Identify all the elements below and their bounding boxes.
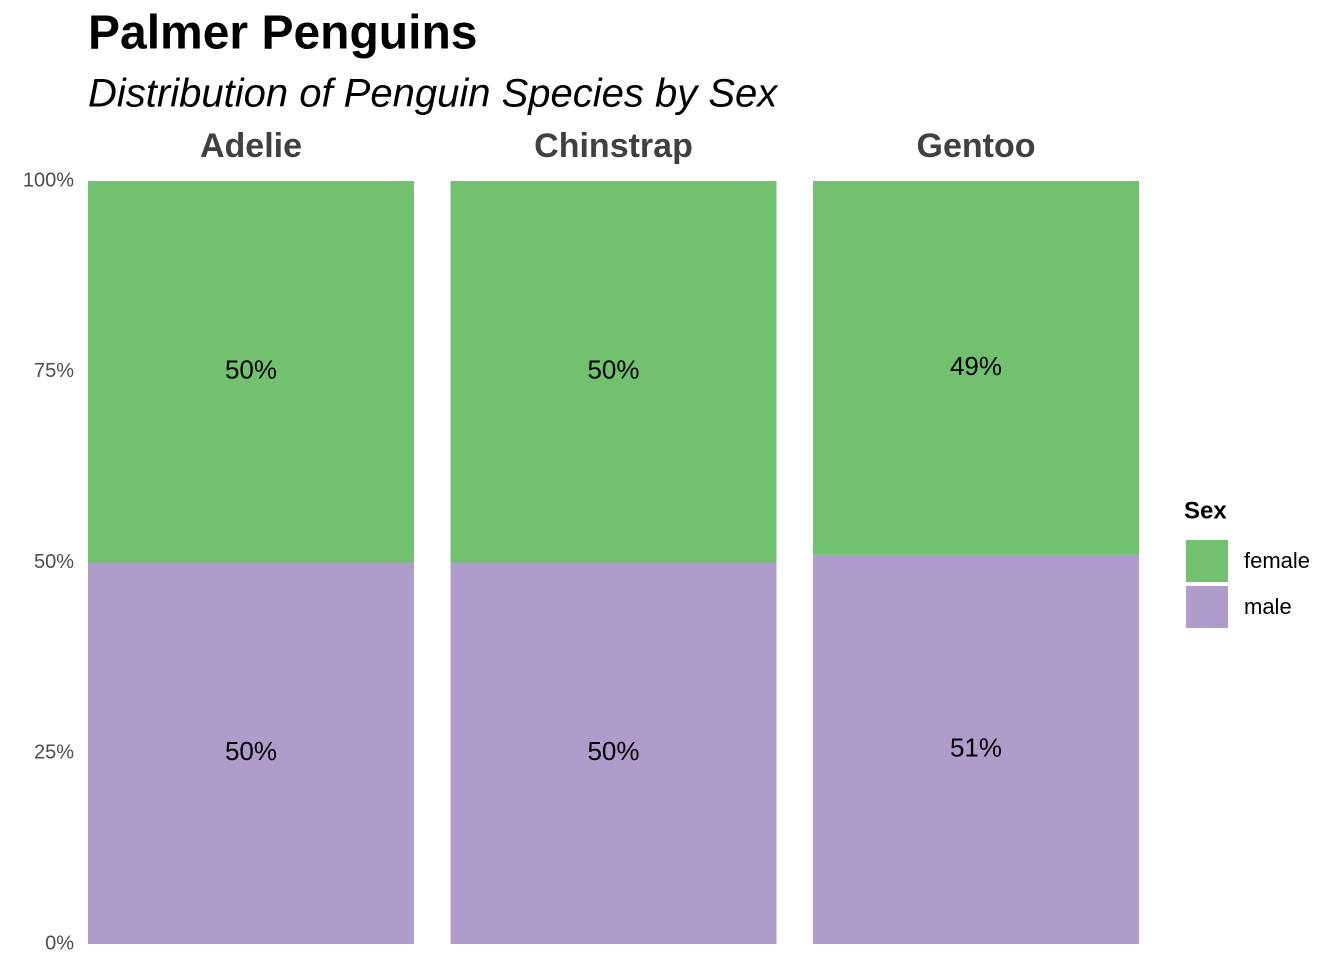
facet-label: Chinstrap [534,127,693,165]
y-tick-label: 100% [23,169,74,191]
facet-label: Adelie [200,127,302,165]
legend-title: Sex [1184,497,1227,524]
data-label: 50% [225,736,277,766]
data-label: 50% [587,736,639,766]
bar-segment [813,181,1139,555]
y-tick-label: 50% [34,551,74,573]
data-label: 50% [225,355,277,385]
legend-label: female [1244,548,1310,573]
data-label: 51% [950,732,1002,762]
bar-segment [88,181,414,563]
chart-subtitle: Distribution of Penguin Species by Sex [88,72,779,116]
legend-swatch [1186,586,1228,628]
legend-label: male [1244,594,1292,619]
bar-segment [813,554,1139,944]
y-tick-label: 0% [45,932,74,954]
bar-segment [88,562,414,944]
data-label: 50% [587,355,639,385]
y-tick-label: 25% [34,742,74,764]
facet-label: Gentoo [917,127,1036,165]
y-tick-label: 75% [34,360,74,382]
data-label: 49% [950,351,1002,381]
chart-title: Palmer Penguins [88,7,477,60]
bar-segment [450,181,777,563]
bar-segment [450,562,777,944]
legend-swatch [1186,540,1228,582]
